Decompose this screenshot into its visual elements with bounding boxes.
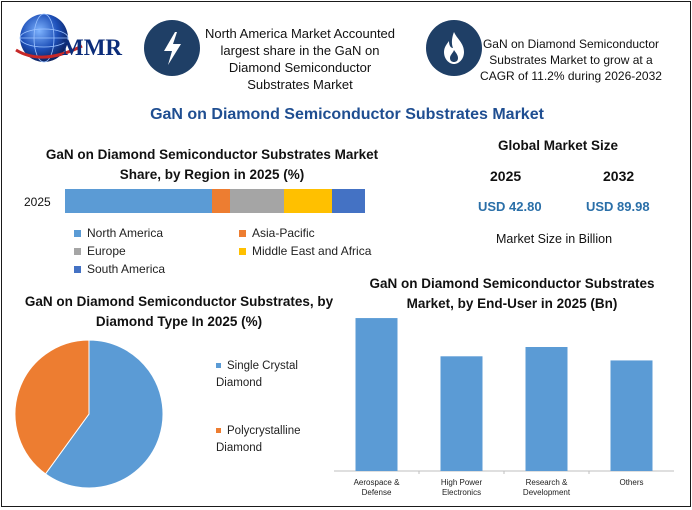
diamond-type-chart-title: GaN on Diamond Semiconductor Substrates,… bbox=[24, 294, 334, 329]
global-market-value-end: USD 89.98 bbox=[586, 199, 650, 214]
legend-swatch bbox=[216, 363, 221, 369]
global-market-title: Global Market Size bbox=[498, 138, 619, 153]
x-tick-label: Aerospace & Defense bbox=[353, 478, 400, 497]
lightning-icon bbox=[164, 32, 181, 65]
header-card-1-text: North America Market Accounted largest s… bbox=[204, 26, 396, 92]
legend-label: Single Crystal Diamond bbox=[216, 360, 298, 389]
mmr-logo: MMR bbox=[12, 10, 140, 66]
legend-swatch bbox=[239, 229, 246, 237]
legend-item-middle-east-africa: Middle East and Africa bbox=[239, 244, 371, 258]
pie-legend-polycrystalline: Polycrystalline Diamond bbox=[216, 423, 316, 457]
legend-item-europe: Europe bbox=[74, 244, 126, 258]
end-user-bar-high-power-electronics bbox=[440, 356, 483, 471]
legend-label: Middle East and Africa bbox=[252, 244, 372, 258]
legend-label: South America bbox=[87, 262, 166, 276]
diamond-type-pie-chart bbox=[14, 339, 164, 489]
x-tick-label: Others bbox=[619, 478, 644, 487]
legend-item-asia-pacific: Asia-Pacific bbox=[239, 226, 315, 240]
legend-swatch bbox=[239, 247, 246, 255]
flame-icon bbox=[444, 32, 464, 64]
lightning-icon-badge bbox=[144, 20, 200, 76]
region-bar-segment-europe bbox=[230, 189, 284, 213]
legend-label: Europe bbox=[87, 244, 126, 258]
flame-icon-badge bbox=[426, 20, 482, 76]
end-user-bar-chart bbox=[334, 318, 674, 474]
end-user-bar-aerospace-defense bbox=[355, 318, 398, 471]
end-user-bar-others bbox=[610, 360, 653, 471]
globe-icon: MMR bbox=[15, 13, 122, 63]
page-title: GaN on Diamond Semiconductor Substrates … bbox=[150, 106, 544, 123]
end-user-bar-research-development bbox=[525, 347, 568, 471]
logo-text: MMR bbox=[62, 35, 122, 60]
pie-slice-single-crystal-diamond bbox=[44, 339, 164, 489]
legend-item-north-america: North America bbox=[74, 226, 163, 240]
region-bar-segment-asia-pacific bbox=[212, 189, 230, 213]
legend-swatch bbox=[74, 247, 81, 255]
legend-label: Asia-Pacific bbox=[252, 226, 315, 240]
region-chart-category-label: 2025 bbox=[24, 195, 51, 209]
region-bar-segment-south-america bbox=[332, 189, 365, 213]
region-chart-title: GaN on Diamond Semiconductor Substrates … bbox=[45, 147, 379, 182]
global-market-value-start: USD 42.80 bbox=[478, 199, 542, 214]
header-card-2-text: GaN on Diamond Semiconductor Substrates … bbox=[480, 37, 662, 83]
legend-item-south-america: South America bbox=[74, 262, 165, 276]
pie-legend-single-crystal: Single Crystal Diamond bbox=[216, 358, 316, 392]
global-market-year-end: 2032 bbox=[603, 168, 635, 184]
x-tick-label: Research & Development bbox=[522, 478, 571, 497]
legend-label: North America bbox=[87, 226, 164, 240]
x-tick-label: High Power Electronics bbox=[440, 478, 483, 497]
end-user-chart-title: GaN on Diamond Semiconductor Substrates … bbox=[369, 276, 655, 311]
end-user-x-axis-labels: Aerospace & Defense High Power Electronic… bbox=[334, 478, 674, 504]
global-market-year-start: 2025 bbox=[490, 168, 522, 184]
legend-swatch bbox=[74, 229, 81, 237]
legend-swatch bbox=[216, 428, 221, 434]
global-market-unit: Market Size in Billion bbox=[496, 232, 613, 246]
legend-label: Polycrystalline Diamond bbox=[216, 425, 301, 454]
region-stacked-bar bbox=[65, 189, 365, 213]
legend-swatch bbox=[74, 265, 81, 273]
pie-slice-polycrystalline-diamond bbox=[14, 339, 90, 475]
region-bar-segment-middle-east-and-africa bbox=[284, 189, 332, 213]
region-bar-segment-north-america bbox=[65, 189, 212, 213]
